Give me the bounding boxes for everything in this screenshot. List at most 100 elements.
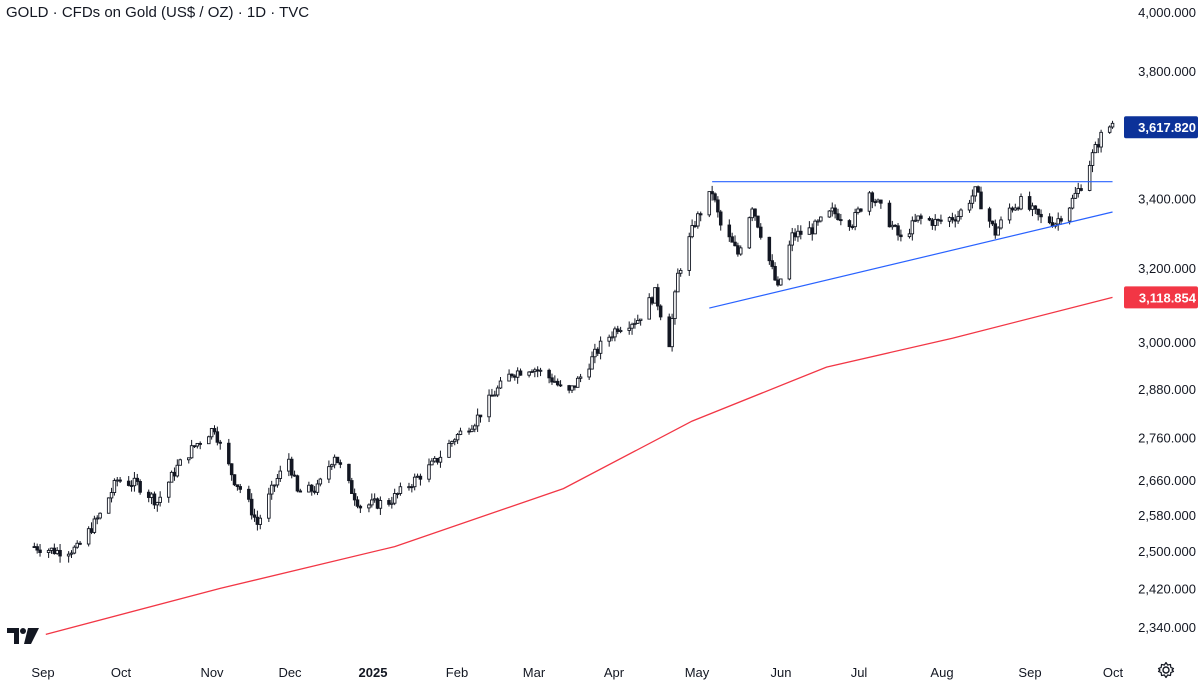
candle (578, 373, 583, 383)
candle (158, 491, 162, 507)
support-trendline[interactable] (709, 211, 1113, 309)
svg-text:3,617.820: 3,617.820 (1138, 120, 1196, 135)
candle (218, 439, 222, 450)
candle (235, 484, 240, 491)
candle (618, 326, 623, 334)
candle (415, 473, 420, 478)
candle (370, 493, 374, 508)
y-tick-label: 2,500.000 (1138, 544, 1196, 559)
candle (990, 220, 995, 226)
candle (1019, 193, 1023, 211)
settings-gear-icon[interactable] (1157, 661, 1175, 679)
candle (398, 482, 403, 496)
tradingview-logo-icon (7, 628, 39, 644)
candle (698, 211, 703, 222)
candle (1090, 149, 1095, 173)
candle (355, 496, 360, 509)
price-axis[interactable]: 4,000.000 3,800.000 3,400.000 3,200.000 3,00… (1138, 5, 1196, 635)
candle (936, 218, 940, 226)
candle (112, 478, 117, 496)
candle (919, 213, 923, 225)
candle (455, 432, 460, 444)
candle (787, 240, 792, 281)
candle (996, 226, 1000, 236)
candle (939, 214, 943, 225)
candle (430, 458, 434, 466)
candle (1093, 141, 1098, 154)
y-tick-label: 3,200.000 (1138, 261, 1196, 276)
candle (687, 232, 692, 276)
price-badges: 3,617.820 3,118.854 (1124, 116, 1198, 309)
candle (478, 414, 483, 423)
candle (450, 440, 454, 447)
candle (1070, 194, 1075, 210)
candle (247, 485, 251, 503)
time-axis[interactable]: Sep Oct Nov Dec 2025 Feb Mar Apr May Jun Jul Aug Sep… (31, 665, 1123, 680)
candle (933, 214, 937, 231)
candle (616, 325, 620, 335)
candle (267, 487, 271, 523)
candle (32, 542, 37, 549)
candle (392, 488, 397, 506)
candle (109, 487, 114, 503)
candle (827, 210, 832, 218)
candle (658, 304, 663, 321)
candle (35, 543, 39, 554)
candle (910, 216, 915, 241)
x-tick-label: Sep (31, 665, 54, 680)
candle (727, 219, 732, 242)
candle (1027, 191, 1032, 212)
candle (1079, 184, 1083, 192)
candle (1076, 182, 1080, 198)
candle (258, 514, 263, 530)
candle (850, 224, 855, 230)
candle (198, 441, 202, 450)
candle (513, 374, 517, 381)
candle (1067, 207, 1072, 225)
candle (956, 210, 960, 224)
candle (630, 322, 634, 335)
candle (667, 313, 671, 348)
candle (799, 225, 803, 240)
candle (633, 318, 637, 329)
candle (1087, 160, 1092, 192)
candle (833, 204, 837, 219)
candle (49, 547, 54, 554)
chart-title: GOLD · CFDs on Gold (US$ / OZ) · 1D · TV… (6, 4, 310, 21)
candle (555, 378, 560, 387)
candle (670, 313, 674, 352)
candle (570, 385, 574, 393)
candle (756, 215, 760, 229)
candle (106, 497, 111, 514)
candle (1033, 205, 1038, 215)
candle (327, 460, 331, 484)
y-tick-label: 3,000.000 (1138, 335, 1196, 350)
candle (118, 477, 122, 483)
candle (58, 543, 62, 563)
candle (796, 225, 800, 242)
candle (1107, 125, 1112, 134)
candle (66, 551, 71, 563)
candle (192, 445, 197, 448)
candle (733, 235, 737, 247)
y-tick-label: 2,420.000 (1138, 581, 1196, 596)
candle (716, 196, 720, 218)
candle (298, 488, 303, 493)
candle (879, 199, 883, 209)
candle (759, 223, 763, 240)
candle (793, 228, 797, 241)
candle (947, 216, 952, 228)
candle (318, 477, 323, 487)
x-tick-label: Oct (1103, 665, 1124, 680)
candle (930, 217, 935, 230)
candle (573, 385, 577, 391)
candle (558, 380, 563, 387)
candle (959, 208, 963, 220)
candle (146, 489, 151, 503)
candle (713, 192, 717, 203)
candle (238, 483, 242, 494)
candle (249, 493, 254, 520)
candle (418, 473, 423, 486)
candle (867, 191, 872, 216)
